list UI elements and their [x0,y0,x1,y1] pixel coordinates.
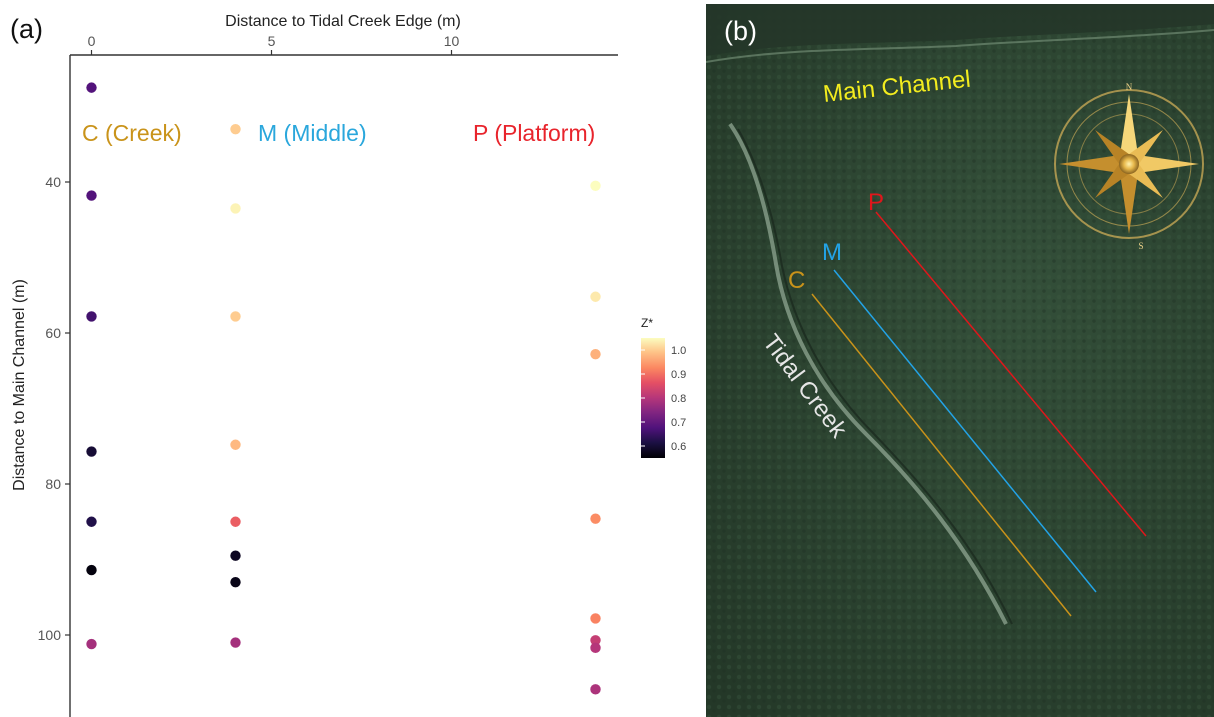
y-tick-label: 100 [38,627,62,643]
compass-rose-icon: N S [1054,82,1204,251]
data-point [86,190,97,201]
data-point [86,516,97,527]
tidal-creek-bank-inner [737,128,1013,625]
data-point [230,439,241,450]
y-ticks: 40 60 80 100 [38,174,70,643]
y-tick-label: 60 [45,325,61,341]
x-tick-label: 0 [88,33,96,49]
x-ticks: 0 5 10 [88,33,460,55]
data-point [230,637,241,648]
colorbar-legend: Z* 0.6 0.7 0.8 0.9 1.0 [641,316,686,458]
map-label-transect-c: C [788,267,805,294]
tidal-creek-bank [728,122,1008,625]
colorbar-tick-label: 0.6 [671,441,686,453]
y-axis-title: Distance to Main Channel (m) [11,279,28,491]
colorbar-tick-label: 1.0 [671,345,686,357]
colorbar-tick-label: 0.7 [671,417,686,429]
aerial-map-panel: Main Channel Tidal Creek P M C N S (b) [706,4,1214,717]
panel-b-tag: (b) [724,16,757,46]
data-point [590,684,601,695]
data-point [230,203,241,214]
transect-label-platform: P (Platform) [473,120,595,146]
data-point [590,513,601,524]
panel-a-tag: (a) [10,14,43,44]
compass-n: N [1126,82,1133,92]
compass-s: S [1138,241,1143,251]
data-point [86,564,97,576]
aerial-map: Main Channel Tidal Creek P M C N S [706,4,1214,717]
data-point [86,446,97,457]
data-point [86,638,97,650]
data-point [590,635,601,646]
chart-axes [69,54,618,717]
transect-labels: C (Creek) M (Middle) P (Platform) [82,120,595,146]
data-points [86,82,601,695]
data-point [86,311,97,322]
data-point [590,291,601,302]
data-point [86,82,97,93]
colorbar-ticks: 0.6 0.7 0.8 0.9 1.0 [641,345,686,453]
map-label-transect-p: P [868,189,884,216]
data-point [230,311,241,322]
data-point [590,180,601,191]
data-point [590,348,601,360]
colorbar-title: Z* [641,316,653,330]
data-point [230,516,241,527]
y-tick-label: 40 [45,174,61,190]
scatter-chart: 0 5 10 40 60 80 100 Distance to Tidal Creek E… [11,13,686,717]
x-tick-label: 5 [268,33,276,49]
colorbar-tick-label: 0.8 [671,393,686,405]
main-channel-bank [706,29,1214,63]
data-point [230,123,241,135]
data-point [230,550,241,561]
data-point [590,613,601,624]
main-channel-water [706,4,1214,56]
transect-label-middle: M (Middle) [258,120,367,146]
colorbar-tick-label: 0.9 [671,369,686,381]
data-point [590,642,601,654]
map-label-transect-m: M [822,239,842,266]
transect-line-p [875,211,1147,537]
transect-line-m [833,269,1097,593]
y-tick-label: 80 [45,476,61,492]
x-tick-label: 10 [444,33,460,49]
x-axis-title: Distance to Tidal Creek Edge (m) [225,13,461,30]
transect-label-creek: C (Creek) [82,120,182,146]
data-point [230,576,241,588]
transect-line-c [811,293,1072,617]
